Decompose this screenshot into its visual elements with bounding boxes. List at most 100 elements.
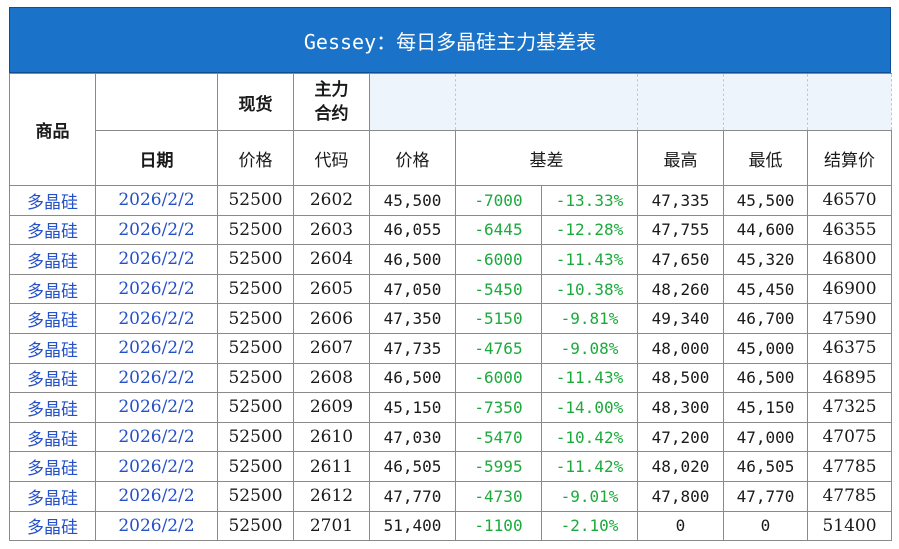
cell-low: 47,770 (723, 480, 808, 512)
cell-product: 多晶硅 (9, 421, 96, 453)
cell-product: 多晶硅 (9, 244, 96, 275)
cell-low: 44,600 (723, 214, 808, 246)
cell-code: 2605 (293, 273, 370, 305)
cell-basis-pct: -13.33% (541, 185, 638, 216)
cell-low: 46,505 (723, 451, 808, 482)
cell-date: 2026/2/2 (95, 510, 218, 542)
cell-basis-pct: -9.01% (541, 480, 638, 512)
header-basis: 基差 (455, 130, 638, 186)
header-high: 最高 (637, 130, 724, 186)
cell-product: 多晶硅 (9, 362, 96, 394)
cell-basis: -6445 (455, 214, 542, 246)
cell-product: 多晶硅 (9, 273, 96, 305)
cell-basis: -6000 (455, 244, 542, 275)
cell-spot-price: 52500 (217, 510, 294, 542)
cell-basis: -4765 (455, 332, 542, 364)
table-row: 多晶硅 2026/2/2 52500 2608 46,500 -6000 -11.43% 48… (9, 362, 892, 394)
cell-settle: 46800 (807, 244, 892, 275)
cell-date: 2026/2/2 (95, 303, 218, 334)
cell-high: 47,755 (637, 214, 724, 246)
cell-high: 48,500 (637, 362, 724, 394)
cell-settle: 47785 (807, 480, 892, 512)
cell-code: 2701 (293, 510, 370, 542)
table-row: 多晶硅 2026/2/2 52500 2610 47,030 -5470 -10.42% 47… (9, 421, 892, 453)
cell-low: 47,000 (723, 421, 808, 453)
cell-high: 48,020 (637, 451, 724, 482)
cell-product: 多晶硅 (9, 510, 96, 542)
cell-basis: -5150 (455, 303, 542, 334)
cell-basis: -1100 (455, 510, 542, 542)
header-settle: 结算价 (807, 130, 892, 186)
basis-table: 商品 现货 主力 合约 日期 价格 代码 价格 基差 最高 最低 结算价 多晶硅… (9, 73, 892, 542)
cell-basis: -6000 (455, 362, 542, 394)
cell-high: 47,650 (637, 244, 724, 275)
cell-settle: 47075 (807, 421, 892, 453)
cell-high: 48,300 (637, 392, 724, 423)
header-spot: 现货 (217, 73, 294, 131)
cell-low: 45,000 (723, 332, 808, 364)
cell-high: 48,000 (637, 332, 724, 364)
table-row: 多晶硅 2026/2/2 52500 2609 45,150 -7350 -14.00% 48… (9, 392, 892, 423)
cell-basis-pct: -2.10% (541, 510, 638, 542)
table-row: 多晶硅 2026/2/2 52500 2605 47,050 -5450 -10.38% 48… (9, 273, 892, 305)
cell-product: 多晶硅 (9, 451, 96, 482)
cell-settle: 46895 (807, 362, 892, 394)
cell-spot-price: 52500 (217, 451, 294, 482)
cell-date: 2026/2/2 (95, 332, 218, 364)
cell-price: 46,055 (369, 214, 456, 246)
header-code: 代码 (293, 130, 370, 186)
cell-code: 2611 (293, 451, 370, 482)
cell-price: 47,350 (369, 303, 456, 334)
cell-basis-pct: -14.00% (541, 392, 638, 423)
cell-code: 2602 (293, 185, 370, 216)
cell-spot-price: 52500 (217, 214, 294, 246)
cell-spot-price: 52500 (217, 362, 294, 394)
cell-spot-price: 52500 (217, 185, 294, 216)
header-product: 商品 (9, 73, 96, 186)
table-row: 多晶硅 2026/2/2 52500 2701 51,400 -1100 -2.10% 0 0 5… (9, 510, 892, 542)
cell-date: 2026/2/2 (95, 244, 218, 275)
cell-product: 多晶硅 (9, 303, 96, 334)
cell-price: 45,150 (369, 392, 456, 423)
cell-basis-pct: -10.42% (541, 421, 638, 453)
cell-code: 2606 (293, 303, 370, 334)
cell-date: 2026/2/2 (95, 185, 218, 216)
table-row: 多晶硅 2026/2/2 52500 2611 46,505 -5995 -11.42% 48… (9, 451, 892, 482)
cell-low: 45,320 (723, 244, 808, 275)
cell-spot-price: 52500 (217, 303, 294, 334)
table-row: 多晶硅 2026/2/2 52500 2604 46,500 -6000 -11.43% 47… (9, 244, 892, 275)
basis-table-container: Gessey：每日多晶硅主力基差表 商品 现货 主力 合约 日期 价格 代码 (9, 7, 892, 542)
cell-settle: 51400 (807, 510, 892, 542)
cell-product: 多晶硅 (9, 214, 96, 246)
cell-low: 45,150 (723, 392, 808, 423)
cell-low: 45,500 (723, 185, 808, 216)
table-row: 多晶硅 2026/2/2 52500 2612 47,770 -4730 -9.01% 47,… (9, 480, 892, 512)
cell-price: 47,735 (369, 332, 456, 364)
header-empty-6 (807, 73, 892, 131)
cell-low: 46,500 (723, 362, 808, 394)
cell-price: 51,400 (369, 510, 456, 542)
header-empty-2 (369, 73, 456, 131)
cell-price: 46,500 (369, 244, 456, 275)
cell-basis-pct: -10.38% (541, 273, 638, 305)
header-empty-3 (455, 73, 638, 131)
cell-basis: -7000 (455, 185, 542, 216)
table-row: 多晶硅 2026/2/2 52500 2606 47,350 -5150 -9.81% 49,… (9, 303, 892, 334)
cell-date: 2026/2/2 (95, 451, 218, 482)
header-empty-5 (723, 73, 808, 131)
cell-code: 2612 (293, 480, 370, 512)
header-date: 日期 (95, 130, 218, 186)
cell-basis-pct: -12.28% (541, 214, 638, 246)
cell-basis-pct: -11.43% (541, 244, 638, 275)
cell-settle: 46375 (807, 332, 892, 364)
cell-settle: 47590 (807, 303, 892, 334)
cell-price: 47,050 (369, 273, 456, 305)
cell-date: 2026/2/2 (95, 480, 218, 512)
cell-price: 46,505 (369, 451, 456, 482)
cell-spot-price: 52500 (217, 480, 294, 512)
header-low: 最低 (723, 130, 808, 186)
cell-basis: -7350 (455, 392, 542, 423)
cell-spot-price: 52500 (217, 273, 294, 305)
header-main-contract: 主力 合约 (293, 73, 370, 131)
header-empty-4 (637, 73, 724, 131)
